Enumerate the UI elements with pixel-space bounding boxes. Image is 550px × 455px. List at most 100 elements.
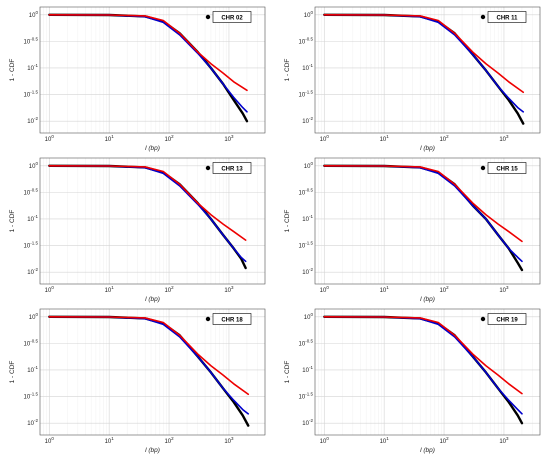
x-axis-label: l (bp) (420, 447, 435, 454)
y-tick-label: 10-1 (302, 365, 313, 374)
y-tick-label: 10-2 (302, 116, 313, 125)
legend-label: CHR 13 (221, 167, 243, 173)
x-tick-label: 101 (105, 436, 115, 445)
legend-marker (205, 165, 211, 171)
y-tick-label: 100 (29, 312, 39, 321)
x-tick-label: 101 (380, 436, 390, 445)
y-tick-label: 10-2 (27, 116, 38, 125)
y-tick-label: 100 (304, 161, 314, 170)
x-tick-label: 102 (164, 285, 174, 294)
series-group (323, 315, 524, 425)
series-group (323, 13, 525, 125)
y-tick-label: 100 (304, 10, 314, 19)
legend-label: CHR 19 (496, 318, 518, 324)
x-axis-label: l (bp) (145, 145, 160, 152)
axes-frame (39, 308, 266, 436)
x-tick-label: 103 (499, 436, 509, 445)
x-tick-label: 100 (45, 285, 55, 294)
x-tick-label: 103 (224, 285, 234, 294)
plot-area (40, 158, 265, 284)
y-axis-label: 1 - CDF (284, 210, 291, 233)
chart-panel-3: 100 101 102 103 100 10-0.5 10-1 10-1.5 10-2 l (bp… (9, 157, 266, 303)
x-tick-label: 102 (164, 134, 174, 143)
legend-box (212, 313, 252, 325)
series-line-3 (323, 315, 523, 395)
series-group (48, 164, 247, 270)
x-tick-label: 103 (499, 285, 509, 294)
axes-frame (314, 308, 541, 436)
legend: CHR 02 (205, 11, 252, 23)
series-group (48, 13, 249, 123)
x-axis-label: l (bp) (420, 296, 435, 303)
legend-label: CHR 11 (496, 16, 518, 22)
series-group (323, 164, 524, 272)
y-tick-label: 10-1.5 (24, 90, 39, 99)
legend-label: CHR 15 (496, 167, 518, 173)
axes-frame (39, 157, 266, 285)
x-tick-label: 101 (105, 285, 115, 294)
y-axis-label: 1 - CDF (9, 210, 16, 233)
x-tick-label: 102 (439, 285, 449, 294)
y-tick-label: 10-1.5 (24, 392, 39, 401)
series-line-3 (48, 13, 248, 92)
y-tick-label: 100 (29, 10, 39, 19)
series-line-3 (323, 164, 523, 243)
y-axis-label: 1 - CDF (284, 59, 291, 82)
y-tick-label: 10-1 (27, 365, 38, 374)
plot-area (315, 309, 540, 435)
legend-box (212, 162, 252, 174)
y-tick-label: 100 (304, 312, 314, 321)
axes-frame (314, 6, 541, 134)
series-group (48, 315, 250, 427)
legend-marker (480, 165, 486, 171)
plot-area (315, 7, 540, 133)
y-axis-label: 1 - CDF (9, 361, 16, 384)
legend-marker (205, 14, 211, 20)
chart-panel-1: 100 101 102 103 100 10-0.5 10-1 10-1.5 10-2 l (bp… (9, 6, 266, 152)
series-line-3 (323, 13, 525, 94)
y-tick-label: 10-1 (302, 214, 313, 223)
y-tick-label: 10-2 (27, 418, 38, 427)
series-line-3 (48, 164, 247, 241)
chart-panel-6: 100 101 102 103 100 10-0.5 10-1 10-1.5 10-2 l (bp… (284, 308, 541, 454)
x-tick-label: 100 (320, 436, 330, 445)
legend: CHR 18 (205, 313, 252, 325)
chart-panel-2: 100 101 102 103 100 10-0.5 10-1 10-1.5 10-2 l (bp… (284, 6, 541, 152)
axes-frame (39, 6, 266, 134)
x-axis-label: l (bp) (420, 145, 435, 152)
x-tick-label: 100 (320, 134, 330, 143)
plot-area (40, 7, 265, 133)
y-tick-label: 10-2 (302, 267, 313, 276)
legend-marker (205, 316, 211, 322)
x-tick-label: 103 (499, 134, 509, 143)
y-tick-label: 10-1.5 (299, 241, 314, 250)
legend-box (487, 11, 527, 23)
x-tick-label: 101 (380, 285, 390, 294)
plot-area (40, 309, 265, 435)
y-tick-label: 10-0.5 (299, 338, 314, 347)
x-axis-label: l (bp) (145, 296, 160, 303)
x-tick-label: 102 (164, 436, 174, 445)
chart-panel-4: 100 101 102 103 100 10-0.5 10-1 10-1.5 10-2 l (bp… (284, 157, 541, 303)
x-tick-label: 100 (320, 285, 330, 294)
legend-box (487, 313, 527, 325)
y-tick-label: 10-0.5 (24, 36, 39, 45)
y-tick-label: 10-2 (302, 418, 313, 427)
legend-label: CHR 18 (221, 318, 243, 324)
y-tick-label: 100 (29, 161, 39, 170)
y-axis-label: 1 - CDF (284, 361, 291, 384)
y-tick-label: 10-1 (27, 214, 38, 223)
series-line-3 (48, 315, 250, 396)
x-tick-label: 103 (224, 134, 234, 143)
legend: CHR 11 (480, 11, 527, 23)
y-tick-label: 10-0.5 (299, 187, 314, 196)
legend: CHR 13 (205, 162, 252, 174)
x-tick-label: 101 (380, 134, 390, 143)
legend-label: CHR 02 (221, 16, 243, 22)
plot-area (315, 158, 540, 284)
legend-box (487, 162, 527, 174)
x-tick-label: 102 (439, 134, 449, 143)
y-tick-label: 10-1.5 (299, 392, 314, 401)
x-tick-label: 100 (45, 134, 55, 143)
